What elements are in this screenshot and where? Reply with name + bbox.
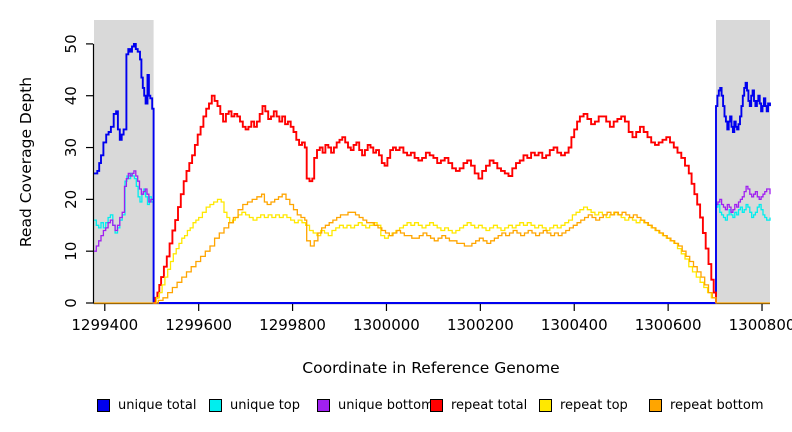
legend-swatch bbox=[430, 398, 443, 412]
legend-label: unique bottom bbox=[338, 397, 434, 413]
y-tick-label: 20 bbox=[62, 190, 80, 209]
legend-item-unique-total: unique total bbox=[97, 397, 196, 413]
y-tick-label: 50 bbox=[62, 34, 80, 53]
y-tick-label: 0 bbox=[62, 298, 80, 308]
y-tick-label: 30 bbox=[62, 138, 80, 157]
shaded-region bbox=[94, 20, 154, 303]
x-tick-label: 1299400 bbox=[71, 316, 138, 334]
x-tick-label: 1299800 bbox=[259, 316, 326, 334]
legend-swatch bbox=[649, 398, 662, 412]
legend-item-unique-bottom: unique bottom bbox=[317, 397, 434, 413]
x-tick-label: 1300800 bbox=[729, 316, 792, 334]
series-repeat-total bbox=[153, 94, 717, 304]
legend-item-repeat-bottom: repeat bottom bbox=[649, 397, 764, 413]
legend-swatch bbox=[317, 398, 330, 412]
series-unique-total bbox=[94, 42, 771, 304]
coverage-plot: 1299400 1299600 1299800 1300000 1300200 13004… bbox=[62, 20, 792, 334]
x-tick-label: 1300600 bbox=[635, 316, 702, 334]
legend-label: repeat top bbox=[560, 397, 628, 413]
x-axis-label: Coordinate in Reference Genome bbox=[302, 359, 560, 377]
y-axis-label: Read Coverage Depth bbox=[17, 76, 35, 248]
x-tick-label: 1300000 bbox=[353, 316, 420, 334]
x-tick-label: 1300200 bbox=[447, 316, 514, 334]
y-tick-label: 10 bbox=[62, 242, 80, 261]
shaded-region bbox=[716, 20, 770, 303]
series-unique-bottom bbox=[94, 170, 771, 304]
legend-item-repeat-total: repeat total bbox=[430, 397, 527, 413]
legend-swatch bbox=[97, 398, 110, 412]
legend-label: repeat bottom bbox=[670, 397, 764, 413]
legend-item-repeat-top: repeat top bbox=[539, 397, 628, 413]
legend-item-unique-top: unique top bbox=[209, 397, 300, 413]
legend-swatch bbox=[209, 398, 222, 412]
legend-label: unique top bbox=[230, 397, 301, 413]
legend-swatch bbox=[539, 398, 552, 412]
legend-label: unique total bbox=[118, 397, 197, 413]
x-tick-label: 1299600 bbox=[165, 316, 232, 334]
x-tick-label: 1300400 bbox=[541, 316, 608, 334]
legend-label: repeat total bbox=[451, 397, 528, 413]
y-tick-label: 40 bbox=[62, 86, 80, 105]
series-repeat-bottom bbox=[94, 193, 770, 304]
